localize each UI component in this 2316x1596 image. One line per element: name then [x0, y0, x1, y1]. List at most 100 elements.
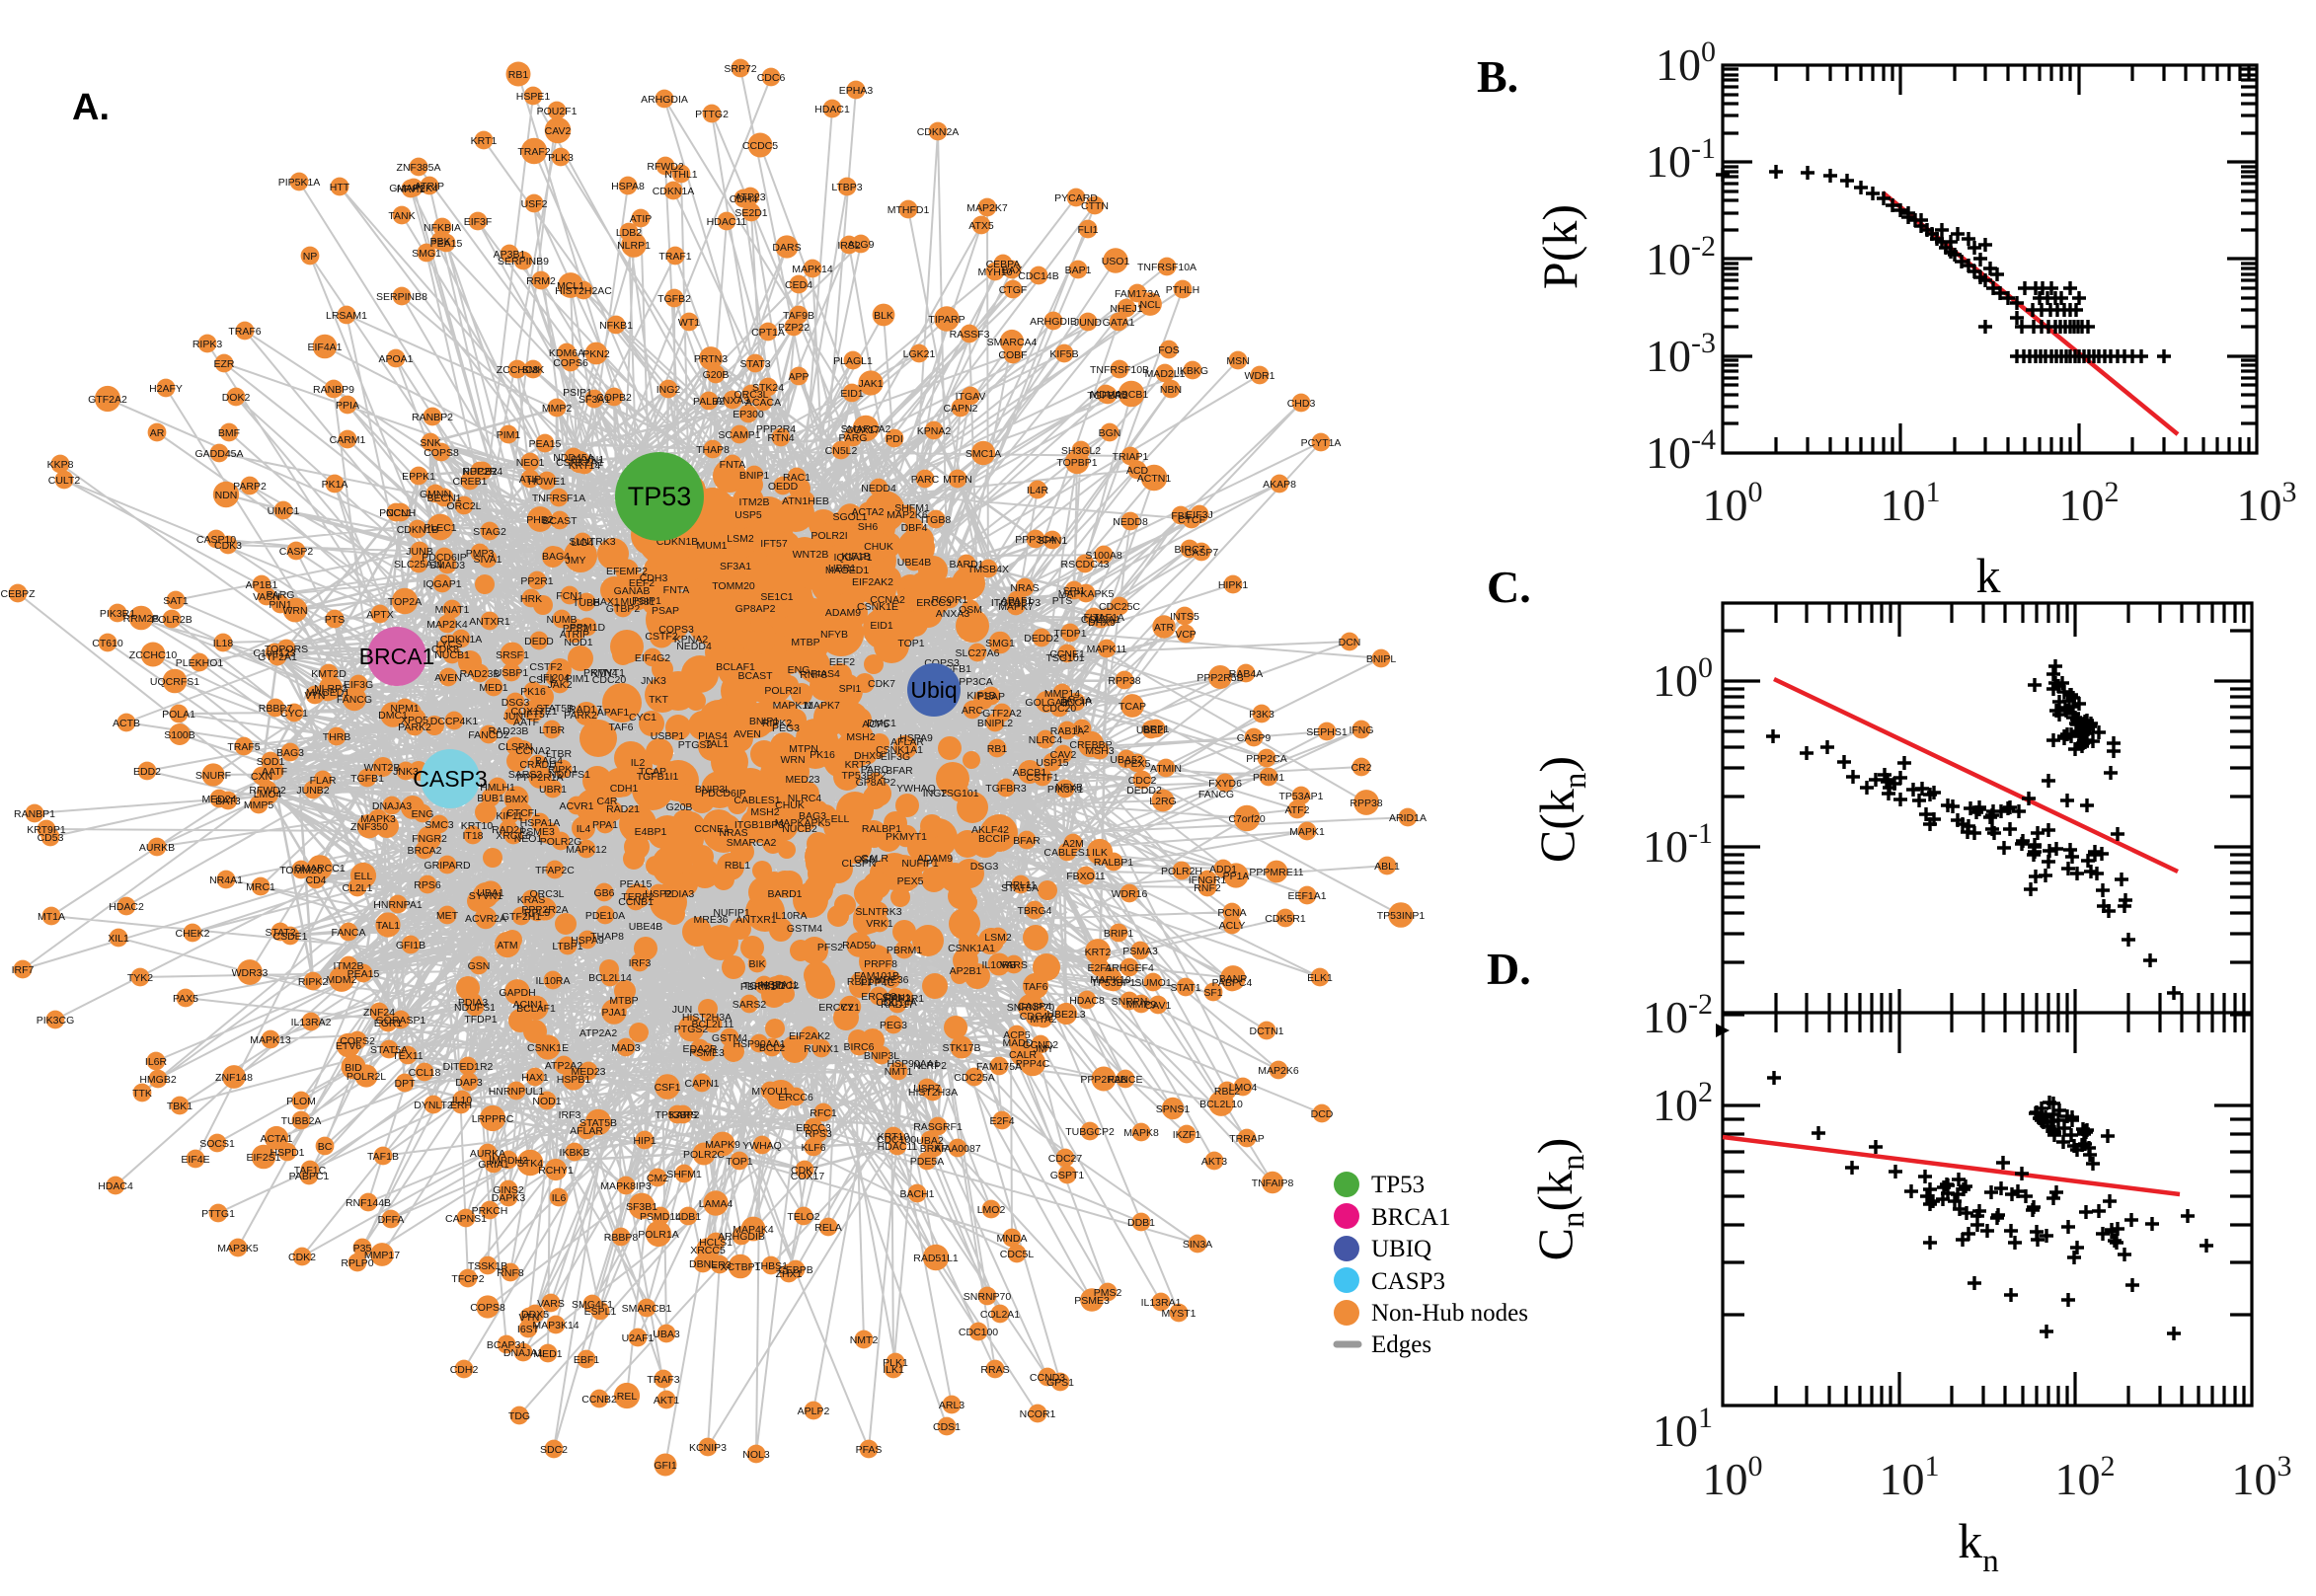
- svg-text:DYNLT2: DYNLT2: [414, 1100, 453, 1111]
- svg-text:NLRP2: NLRP2: [913, 1060, 947, 1072]
- svg-text:EIF2AK2: EIF2AK2: [852, 576, 893, 588]
- svg-text:GP8AP2: GP8AP2: [856, 777, 896, 789]
- svg-text:NUCB2: NUCB2: [782, 823, 817, 835]
- svg-text:PEA15: PEA15: [620, 878, 653, 890]
- svg-text:BCCIP: BCCIP: [1060, 697, 1092, 709]
- svg-text:CEBPA: CEBPA: [986, 259, 1021, 270]
- svg-text:ZNF148: ZNF148: [215, 1072, 253, 1084]
- svg-text:PPP2R1A: PPP2R1A: [516, 772, 563, 784]
- svg-text:GMAP2K4: GMAP2K4: [389, 183, 438, 194]
- svg-text:TAF1A: TAF1A: [1060, 695, 1092, 707]
- svg-text:FBXO11: FBXO11: [1066, 871, 1106, 882]
- svg-text:PEX5: PEX5: [897, 875, 924, 887]
- svg-text:SHFM1: SHFM1: [666, 1169, 702, 1180]
- svg-text:RANBP2: RANBP2: [412, 412, 453, 423]
- svg-text:JMY: JMY: [566, 555, 586, 567]
- svg-text:YWHAQ: YWHAQ: [896, 783, 936, 795]
- svg-text:ERCC2: ERCC2: [861, 991, 896, 1003]
- svg-text:JUND: JUND: [1074, 317, 1102, 329]
- svg-text:DBNL: DBNL: [689, 1258, 717, 1270]
- svg-text:MTBP: MTBP: [609, 995, 638, 1007]
- svg-text:Cn(kn): Cn(kn): [1527, 1138, 1591, 1261]
- svg-text:MRE36: MRE36: [874, 974, 908, 986]
- svg-text:COX17: COX17: [846, 424, 881, 436]
- svg-text:SUMO1: SUMO1: [1134, 977, 1172, 989]
- svg-text:CTTN: CTTN: [1081, 200, 1109, 212]
- svg-text:PLEC1: PLEC1: [424, 522, 456, 534]
- svg-text:ATMIN: ATMIN: [1150, 763, 1182, 775]
- svg-text:TCAP: TCAP: [1119, 701, 1146, 713]
- svg-text:TRAF3: TRAF3: [647, 1374, 679, 1386]
- svg-text:ORC3L: ORC3L: [529, 888, 564, 900]
- svg-text:PIM1: PIM1: [497, 429, 521, 441]
- svg-text:JAK1: JAK1: [858, 378, 883, 390]
- svg-text:SNK: SNK: [420, 437, 441, 449]
- svg-text:ACP5: ACP5: [862, 719, 889, 730]
- svg-text:AP1B1: AP1B1: [246, 579, 278, 591]
- svg-text:COPB2: COPB2: [596, 392, 632, 404]
- svg-text:ESPL1: ESPL1: [584, 1306, 617, 1318]
- svg-text:PTGS2: PTGS2: [674, 1024, 709, 1035]
- svg-text:GADD45A: GADD45A: [194, 448, 243, 460]
- svg-text:BMX: BMX: [505, 794, 528, 805]
- svg-text:ATN1HEB: ATN1HEB: [782, 495, 829, 507]
- svg-text:BIRC6: BIRC6: [844, 1041, 875, 1053]
- svg-text:NEDD8: NEDD8: [1113, 516, 1148, 528]
- svg-text:BUB1: BUB1: [477, 793, 504, 804]
- svg-text:EGR1: EGR1: [374, 1018, 403, 1029]
- svg-text:IL13RA1: IL13RA1: [1141, 1297, 1182, 1309]
- svg-text:MDM2: MDM2: [327, 974, 357, 986]
- svg-text:TCAP: TCAP: [639, 766, 666, 778]
- svg-text:EIF2S1: EIF2S1: [246, 1152, 280, 1164]
- svg-text:WRN: WRN: [282, 605, 307, 617]
- svg-text:IFNG: IFNG: [1349, 724, 1373, 736]
- svg-text:LTBP1: LTBP1: [552, 941, 582, 952]
- svg-text:AVEN: AVEN: [733, 728, 761, 740]
- svg-text:MAPK7: MAPK7: [998, 601, 1034, 613]
- svg-text:H2AFY: H2AFY: [149, 383, 183, 395]
- svg-text:103: 103: [2237, 476, 2297, 530]
- svg-text:MTPN: MTPN: [789, 743, 818, 755]
- svg-text:PARP2: PARP2: [233, 481, 267, 493]
- svg-text:ERCC3: ERCC3: [796, 1122, 831, 1134]
- svg-text:HDAC11: HDAC11: [878, 1141, 918, 1153]
- svg-text:FLAR: FLAR: [310, 775, 337, 787]
- svg-text:COPS8: COPS8: [424, 447, 459, 459]
- svg-text:RRAS: RRAS: [980, 1364, 1009, 1376]
- svg-text:NFYB: NFYB: [820, 629, 848, 641]
- svg-text:PSME3: PSME3: [519, 826, 555, 838]
- svg-text:CSF1: CSF1: [529, 674, 556, 686]
- svg-text:10-4: 10-4: [1646, 423, 1716, 478]
- svg-text:SF1: SF1: [1203, 987, 1222, 999]
- svg-text:C(kn): C(kn): [1529, 756, 1593, 863]
- svg-text:TAF6: TAF6: [1024, 981, 1048, 993]
- svg-text:BCLAF1: BCLAF1: [516, 1003, 556, 1015]
- svg-text:BACH1: BACH1: [899, 1188, 934, 1200]
- svg-text:CABLES1: CABLES1: [1043, 847, 1090, 859]
- svg-text:USBP1: USBP1: [651, 730, 685, 742]
- svg-text:RANBP9: RANBP9: [313, 384, 354, 396]
- svg-text:JUNB2: JUNB2: [296, 785, 329, 797]
- svg-text:TAF1B: TAF1B: [367, 1151, 399, 1163]
- svg-text:CDC5L: CDC5L: [1000, 1249, 1035, 1260]
- svg-text:NRAS: NRAS: [1010, 582, 1039, 594]
- svg-text:PABPC4: PABPC4: [1212, 977, 1253, 989]
- svg-text:BIRC7: BIRC7: [1175, 544, 1205, 556]
- svg-text:MMP2: MMP2: [542, 403, 572, 415]
- svg-text:ILK1: ILK1: [883, 1364, 904, 1376]
- svg-text:ACACA: ACACA: [745, 397, 781, 409]
- svg-text:MAPK10: MAPK10: [1090, 974, 1131, 986]
- svg-text:GORASP1: GORASP1: [376, 1015, 426, 1026]
- svg-text:SMARCA2: SMARCA2: [841, 423, 891, 435]
- svg-text:P(k): P(k): [1532, 204, 1587, 289]
- svg-text:SMC3: SMC3: [425, 819, 453, 831]
- svg-text:SMK: SMK: [522, 364, 545, 376]
- svg-text:ATIP: ATIP: [630, 213, 653, 225]
- svg-text:CRADD: CRADD: [519, 759, 557, 771]
- svg-text:GP8AP2: GP8AP2: [735, 603, 776, 615]
- svg-text:UBA3: UBA3: [653, 1329, 680, 1340]
- svg-text:FNTA: FNTA: [720, 459, 746, 471]
- svg-text:KIF5B: KIF5B: [1049, 348, 1078, 360]
- svg-text:BC: BC: [318, 1141, 333, 1153]
- svg-text:PSAP: PSAP: [977, 691, 1005, 703]
